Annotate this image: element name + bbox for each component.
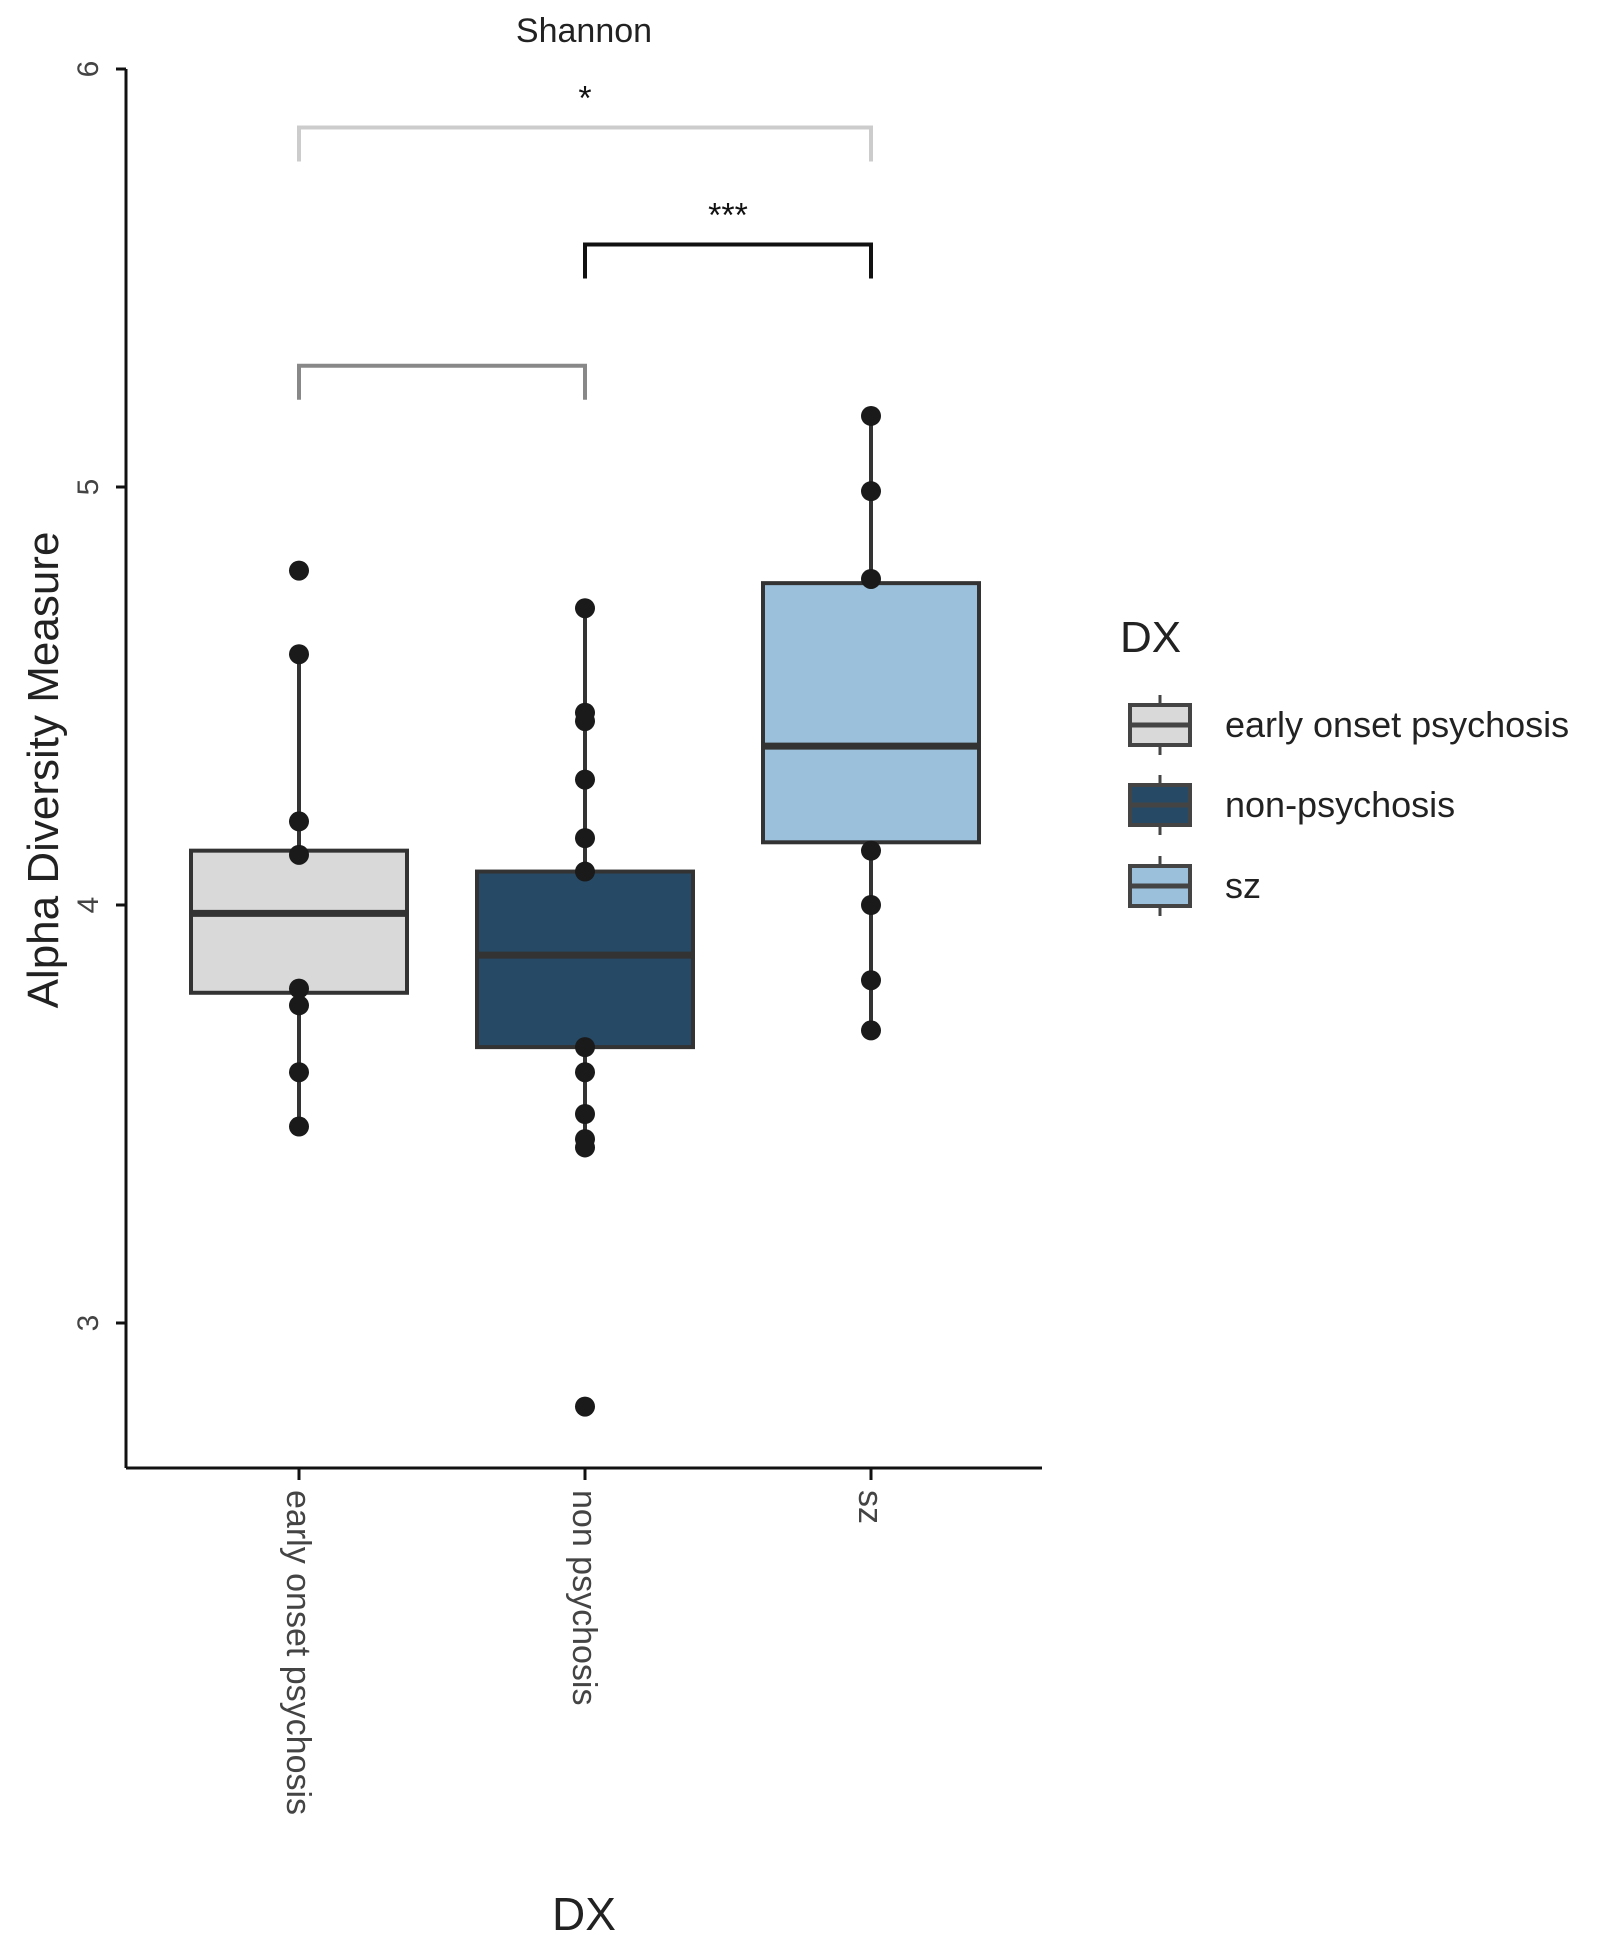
bracket-line — [583, 242, 873, 279]
data-point — [575, 828, 595, 849]
data-point — [289, 844, 309, 865]
legend-entry-2: sz — [1128, 856, 1261, 916]
x-axis-title: DX — [552, 1888, 616, 1940]
data-point — [861, 481, 881, 502]
data-point — [575, 861, 595, 882]
box-group-1 — [475, 598, 695, 1417]
x-tick-label-1: non psychosis — [565, 1490, 603, 1705]
y-tick-label-4: 4 — [72, 897, 105, 914]
y-tick-label-3: 3 — [72, 1315, 105, 1332]
data-point — [575, 1104, 595, 1124]
significance-bracket-0 — [297, 363, 587, 400]
data-point — [861, 970, 881, 991]
data-point — [861, 895, 881, 915]
box-group-0 — [189, 560, 409, 1137]
data-point — [861, 568, 881, 589]
y-tick-label-5: 5 — [72, 479, 105, 496]
legend-title: DX — [1120, 613, 1181, 662]
legend-label: sz — [1225, 865, 1261, 906]
significance-bracket-2: * — [297, 80, 873, 162]
legend-label: early onset psychosis — [1225, 704, 1569, 745]
data-point — [289, 811, 309, 832]
data-point — [575, 1037, 595, 1058]
legend-entry-0: early onset psychosis — [1128, 695, 1569, 755]
box-group-2 — [761, 405, 981, 1041]
data-point — [575, 598, 595, 619]
box-iqr — [189, 848, 409, 995]
chart-title: Shannon — [516, 12, 652, 50]
bracket-line — [297, 125, 873, 162]
legend-entry-1: non-psychosis — [1128, 775, 1455, 835]
legend-label: non-psychosis — [1225, 784, 1455, 825]
data-point — [289, 560, 309, 581]
data-point — [289, 1062, 309, 1083]
data-point — [289, 1116, 309, 1137]
x-tick-label-0: early onset psychosis — [279, 1490, 317, 1815]
data-point — [575, 1396, 595, 1417]
data-point — [861, 405, 881, 426]
box-iqr — [475, 869, 695, 1050]
data-point — [289, 995, 309, 1016]
y-tick-label-6: 6 — [72, 61, 105, 78]
data-point — [861, 1020, 881, 1041]
data-point — [861, 840, 881, 861]
data-point — [289, 644, 309, 665]
data-point — [575, 1062, 595, 1083]
box-iqr — [761, 581, 981, 845]
data-point — [289, 978, 309, 999]
significance-label: * — [578, 80, 591, 118]
data-point — [575, 1137, 595, 1158]
data-point — [575, 711, 595, 732]
bracket-line — [297, 363, 587, 400]
y-axis-title: Alpha Diversity Measure — [19, 532, 68, 1009]
significance-bracket-1: *** — [583, 197, 873, 279]
x-tick-label-2: sz — [851, 1490, 889, 1524]
significance-label: *** — [708, 197, 748, 235]
data-point — [575, 769, 595, 790]
